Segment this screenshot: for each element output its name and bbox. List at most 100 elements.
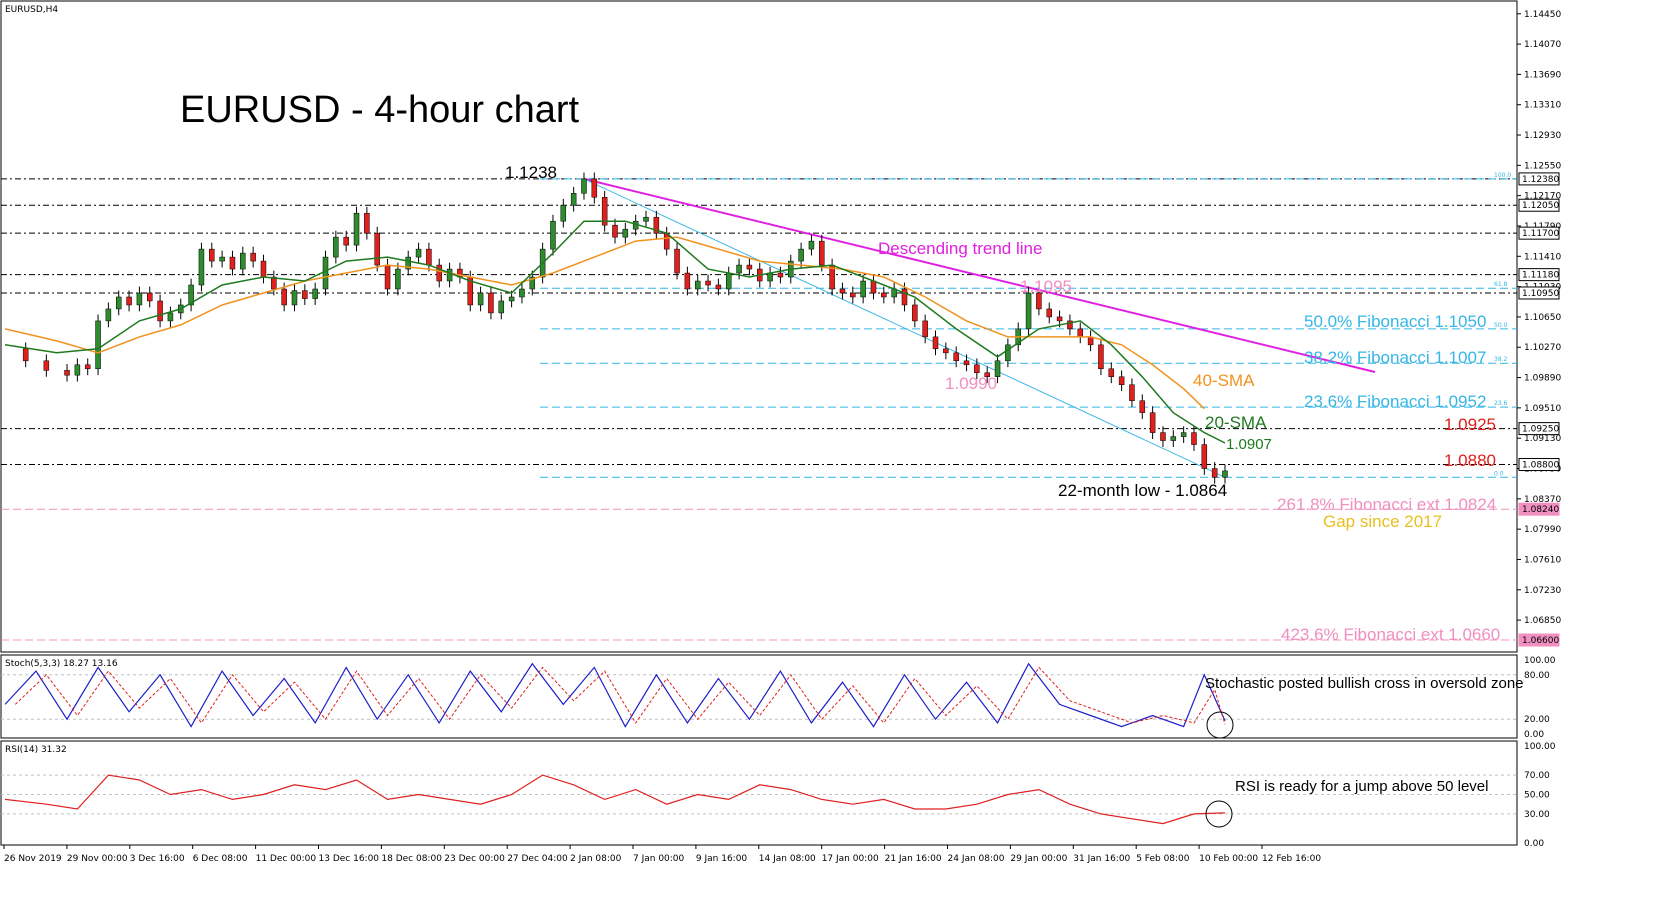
price-tick-label-10: 1.10650 [1524,313,1561,323]
stoch-tick-3: 0.00 [1524,730,1544,740]
candle-body-45 [498,300,505,314]
candle-body-2 [43,360,50,371]
candle-body-91 [974,364,980,374]
axis-labels: 1.14450 1.14070 1.13690 1.13310 1.12930 1.125… [3,10,1561,864]
candle-body-93 [994,360,1001,378]
date-label-14: 21 Jan 16:00 [885,854,942,864]
candle-body-71 [767,272,773,282]
candle-body-105 [1118,376,1125,385]
stoch-label: Stoch(5,3,3) 18.27 13.16 [5,659,118,669]
sma20-value-label: 1.0907 [1226,436,1272,453]
candle-body-87 [932,336,939,350]
descending-trend-line [583,177,1376,373]
main-panel-frame [0,0,1518,653]
candle-body-106 [1129,384,1135,401]
candle-body-57 [622,228,629,238]
stoch-signal-line [14,666,1226,725]
candle-body-39 [436,264,442,282]
date-label-6: 18 Dec 08:00 [381,854,442,864]
candle-body-35 [395,268,401,290]
candle-body-8 [115,296,122,310]
price-tick-label-3: 1.13310 [1524,101,1561,111]
date-label-0: 26 Nov 2019 [4,854,62,864]
rsi-tick-1: 70.00 [1524,771,1550,781]
candle-body-88 [943,348,949,354]
candle-body-19 [229,256,236,270]
stoch-tick-0: 100.00 [1524,656,1556,666]
candle-body-115 [1222,470,1228,478]
price-tick-label-20: 1.06850 [1524,616,1561,626]
price-tick-label-2: 1.13690 [1524,70,1561,80]
candle-body-38 [426,248,432,266]
date-label-20: 12 Feb 16:00 [1262,854,1321,864]
candle-body-81 [870,280,877,294]
price-box-label-2: 1.11700 [1522,229,1559,239]
date-label-2: 3 Dec 16:00 [130,854,185,864]
candle-body-33 [374,232,380,266]
date-label-11: 9 Jan 16:00 [696,854,748,864]
price-box-4 [1518,286,1560,300]
stoch-panel-frame [0,654,1518,739]
candle-body-23 [271,276,277,290]
candle-body-36 [405,256,411,270]
low22-label: 22-month low - 1.0864 [1058,481,1227,500]
candle-body-101 [1077,328,1084,338]
date-label-10: 7 Jan 00:00 [633,854,685,864]
candle-body-6 [95,320,101,370]
low-1099-label: 1.0990 [945,374,997,393]
candle-body-25 [291,290,298,306]
candle-body-80 [860,280,866,298]
candle-body-86 [922,320,928,338]
main-reference-lines: 100.0 61.8 50.0 38.2 23.6 0.0 [1,172,1517,641]
stoch-tick-1: 80.00 [1524,671,1550,681]
date-label-15: 24 Jan 08:00 [948,854,1005,864]
candle-body-56 [612,224,618,238]
candle-body-75 [808,240,815,250]
price-box-label-5: 1.09250 [1522,425,1559,435]
date-label-18: 5 Feb 08:00 [1136,854,1190,864]
price-box-label-8: 1.06600 [1522,636,1559,646]
candle-body-34 [384,264,391,290]
price-tick-label-5: 1.12550 [1524,161,1561,171]
price-box-5 [1518,422,1560,436]
candle-body-51 [560,204,567,222]
stoch-circle-marker [1206,711,1234,739]
rsi-circle-marker [1205,800,1233,828]
rsi-series [1,774,1517,825]
stoch-tick-2: 20.00 [1524,715,1550,725]
candle-body-64 [694,280,701,290]
date-label-5: 13 Dec 16:00 [319,854,380,864]
candle-body-76 [819,240,825,266]
ext4236-label: 423.6% Fibonacci ext 1.0660 [1281,625,1500,644]
candle-body-3 [64,370,70,376]
candle-body-63 [684,272,691,290]
date-label-12: 14 Jan 08:00 [759,854,816,864]
stochastic-series [1,662,1517,728]
fib-tag-3: 38.2 [1494,356,1508,363]
candle-body-59 [643,216,649,222]
fib-tag-1: 61.8 [1494,281,1508,288]
candle-body-9 [126,296,132,306]
price-box-label-7: 1.08240 [1522,505,1559,515]
price-box-label-3: 1.11180 [1522,271,1559,281]
fib-tag-0: 100.0 [1494,172,1511,179]
price-tick-label-1: 1.14070 [1524,40,1561,50]
date-label-4: 11 Dec 00:00 [256,854,317,864]
rsi-tick-0: 100.00 [1524,742,1556,752]
candle-body-111 [1180,432,1187,437]
candle-body-11 [146,292,153,302]
date-label-1: 29 Nov 00:00 [67,854,128,864]
candle-body-97 [1036,292,1042,310]
candle-body-37 [415,248,422,258]
candle-body-50 [550,220,556,250]
price-tick-label-16: 1.08370 [1524,495,1561,505]
price-tick-label-13: 1.09510 [1524,404,1561,414]
candle-body-68 [736,264,742,274]
peak-1095-label: 1.1095 [1020,277,1072,296]
fib50-label: 50.0% Fibonacci 1.1050 [1304,312,1486,331]
candle-body-66 [715,284,722,290]
candle-body-1 [22,348,29,362]
price-box-6 [1518,458,1560,472]
